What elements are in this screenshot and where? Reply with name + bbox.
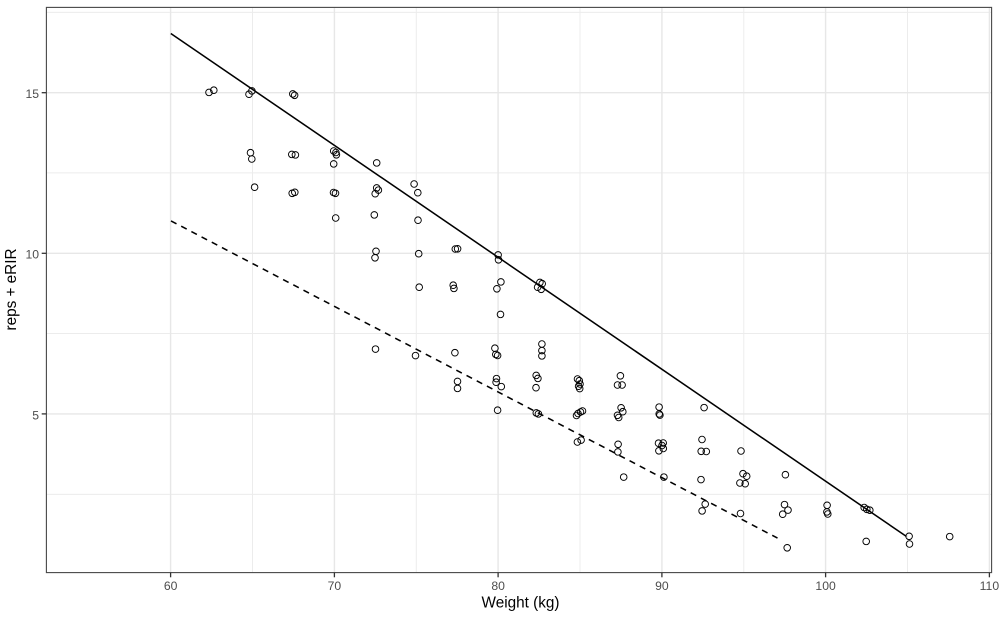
svg-text:5: 5	[32, 408, 39, 422]
svg-text:110: 110	[980, 579, 1000, 593]
svg-text:100: 100	[815, 579, 836, 593]
svg-text:reps + eRIR: reps + eRIR	[3, 248, 20, 330]
svg-text:15: 15	[25, 87, 39, 101]
svg-text:10: 10	[25, 248, 39, 262]
svg-text:Weight (kg): Weight (kg)	[482, 595, 560, 612]
svg-text:60: 60	[164, 579, 178, 593]
svg-text:70: 70	[328, 579, 342, 593]
svg-text:80: 80	[491, 579, 505, 593]
svg-text:90: 90	[655, 579, 669, 593]
